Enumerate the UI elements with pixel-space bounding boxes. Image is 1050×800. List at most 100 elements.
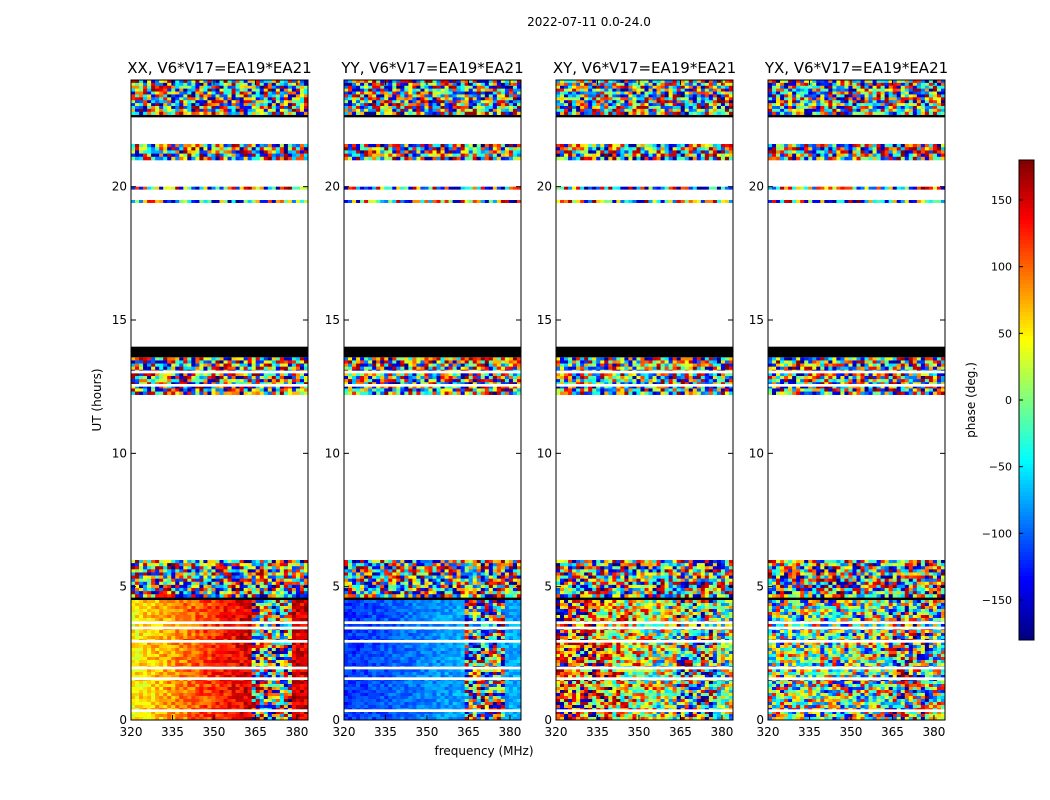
phase-cell (227, 654, 232, 658)
phase-cell (139, 150, 144, 154)
phase-cell (147, 111, 152, 115)
phase-cell (219, 572, 224, 576)
phase-cell (267, 711, 273, 715)
phase-cell (231, 584, 236, 589)
phase-cell (159, 672, 164, 676)
phase-cell (287, 584, 293, 589)
phase-cell (231, 360, 236, 364)
phase-cell (376, 657, 381, 661)
phase-cell (183, 581, 188, 586)
phase-cell (287, 108, 293, 113)
phase-cell (291, 578, 297, 583)
phase-cell (235, 382, 240, 386)
phase-cell (207, 97, 212, 101)
phase-cell (167, 575, 172, 579)
phase-cell (131, 578, 136, 583)
phase-cell (424, 660, 429, 664)
phase-cell (504, 615, 510, 619)
phase-cell (179, 588, 184, 592)
phase-cell (207, 654, 212, 658)
phase-cell (295, 85, 301, 89)
phase-cell (275, 687, 281, 691)
phase-cell (283, 660, 289, 664)
phase-cell (235, 80, 240, 84)
phase-cell (283, 672, 289, 676)
phase-cell (191, 687, 196, 691)
phase-cell (219, 630, 224, 634)
phase-cell (364, 681, 369, 685)
phase-cell (215, 382, 220, 386)
phase-cell (199, 360, 204, 364)
phase-cell (380, 636, 385, 640)
phase-cell (231, 94, 236, 98)
phase-cell (263, 588, 269, 592)
phase-cell (239, 612, 244, 616)
phase-cell (267, 657, 273, 661)
phase-cell (271, 705, 277, 709)
phase-cell (243, 612, 248, 616)
phase-cell (424, 618, 429, 622)
phase-cell (464, 633, 469, 637)
phase-cell (167, 385, 172, 389)
phase-cell (263, 663, 269, 667)
phase-cell (243, 360, 248, 364)
phase-cell (247, 572, 252, 576)
phase-cell (460, 675, 465, 679)
phase-cell (147, 660, 152, 664)
phase-cell (215, 600, 220, 604)
phase-cell (155, 382, 160, 386)
time-gap (131, 626, 308, 630)
phase-cell (227, 566, 232, 570)
phase-cell (139, 591, 144, 595)
phase-cell (135, 144, 140, 148)
phase-cell (464, 600, 469, 604)
phase-cell (223, 106, 228, 110)
phase-cell (131, 588, 136, 592)
phase-cell (480, 642, 486, 646)
phase-cell (211, 651, 216, 655)
phase-cell (239, 575, 244, 579)
phase-cell (404, 687, 409, 691)
phase-cell (183, 603, 188, 607)
phase-cell (303, 111, 309, 115)
phase-cell (436, 651, 441, 655)
phase-cell (247, 609, 252, 613)
phase-cell (271, 366, 277, 371)
phase-cell (500, 681, 506, 685)
phase-cell (263, 200, 269, 203)
phase-cell (159, 603, 164, 607)
phase-cell (151, 147, 156, 151)
phase-cell (171, 660, 176, 664)
phase-cell (147, 681, 152, 685)
phase-cell (408, 654, 413, 658)
phase-cell (227, 624, 232, 628)
phase-cell (219, 717, 224, 721)
phase-cell (139, 97, 144, 101)
phase-cell (195, 693, 200, 697)
phase-cell (151, 624, 156, 628)
phase-cell (239, 376, 244, 380)
phase-cell (235, 103, 240, 107)
phase-cell (396, 645, 401, 649)
phase-cell (464, 642, 469, 646)
phase-cell (227, 372, 232, 377)
phase-cell (191, 603, 196, 607)
phase-cell (291, 97, 297, 101)
phase-cell (135, 88, 140, 92)
phase-cell (223, 560, 228, 564)
phase-cell (163, 88, 168, 92)
phase-cell (488, 618, 494, 622)
phase-cell (295, 636, 301, 640)
phase-cell (344, 633, 349, 637)
phase-cell (227, 144, 232, 148)
phase-cell (344, 615, 349, 619)
phase-cell (263, 80, 269, 84)
phase-cell (492, 681, 498, 685)
phase-cell (147, 684, 152, 688)
phase-cell (187, 669, 192, 673)
phase-cell (211, 600, 216, 604)
phase-cell (364, 657, 369, 661)
phase-cell (159, 144, 164, 148)
phase-cell (167, 566, 172, 570)
phase-cell (151, 696, 156, 700)
